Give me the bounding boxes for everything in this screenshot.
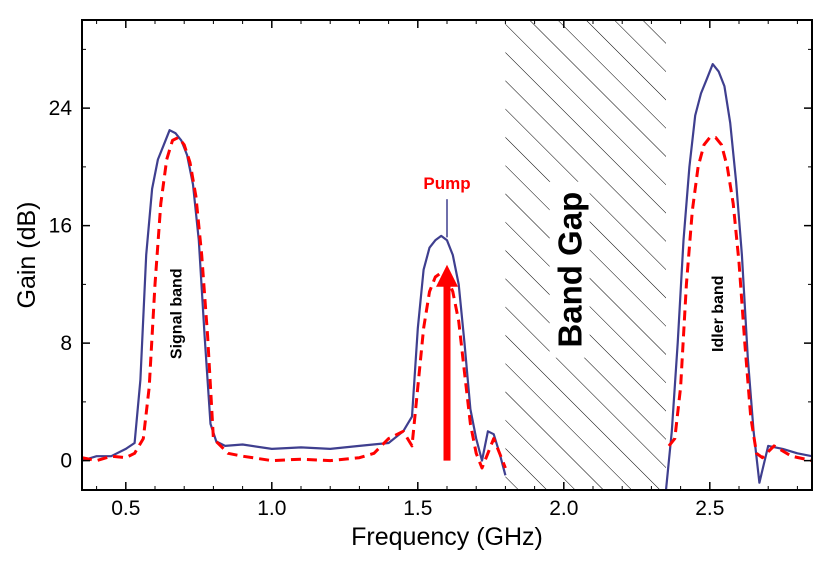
x-tick-label: 0.5 [111, 497, 140, 520]
x-tick-label: 2.5 [695, 497, 724, 520]
pump-arrow-head [436, 264, 458, 287]
theory-curve-2 [82, 136, 507, 470]
measured-gain-curve-1 [664, 62, 812, 490]
y-tick-label: 24 [49, 97, 73, 120]
x-tick-label: 2.0 [549, 497, 578, 520]
x-tick-label: 1.0 [257, 497, 286, 520]
measured-gain-curve-0 [82, 129, 507, 476]
pump-label: Pump [423, 174, 470, 193]
band-gap-label: Band Gap [552, 192, 589, 348]
theory-curve-3 [667, 136, 812, 463]
signal-band-label: Signal band [168, 268, 185, 359]
y-tick-label: 0 [60, 450, 72, 473]
idler-band-label: Idler band [710, 276, 727, 352]
band-gap-label-background [549, 181, 590, 358]
x-tick-label: 1.5 [403, 497, 432, 520]
x-axis-title: Frequency (GHz) [351, 523, 543, 551]
y-tick-label: 8 [60, 332, 72, 355]
y-tick-label: 16 [49, 215, 72, 238]
y-axis-title: Gain (dB) [13, 202, 41, 309]
